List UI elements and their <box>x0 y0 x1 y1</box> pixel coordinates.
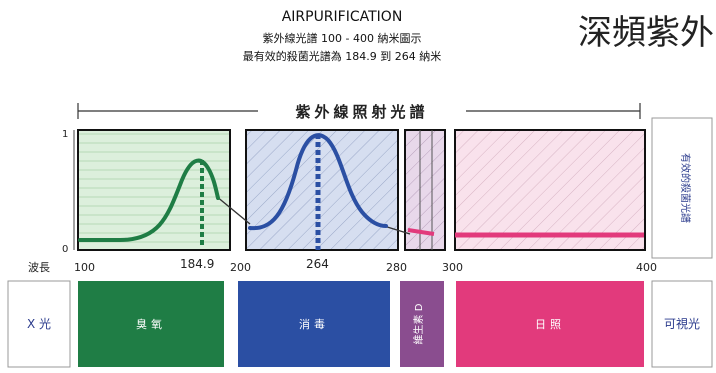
tick-200: 200 <box>230 261 251 274</box>
tick-300: 300 <box>442 261 463 274</box>
band-xray-label: X 光 <box>27 317 51 331</box>
band-sunlight <box>456 281 644 367</box>
band-visible-label: 可視光 <box>664 316 700 331</box>
tick-400: 400 <box>636 261 657 274</box>
connector-disinfect-vitamin-d <box>383 225 411 235</box>
effective-spectrum-label: 有效的殺菌光譜 <box>679 153 692 223</box>
title: AIRPURIFICATION <box>282 9 403 25</box>
wavelength-axis-label: 波長 <box>28 261 50 274</box>
subtitle-effective: 最有效的殺菌光譜為 184.9 到 264 納米 <box>243 49 441 63</box>
tick-100: 100 <box>74 261 95 274</box>
vitamin-d-curve <box>407 228 435 236</box>
panel-sunlight <box>454 129 646 251</box>
bracket-label: 紫外線照射光譜 <box>295 103 428 121</box>
effective-spectrum-panel <box>651 117 713 259</box>
tick-280: 280 <box>386 261 407 274</box>
y-axis-max: 1 <box>62 129 68 140</box>
subtitle-range: 紫外線光譜 100 - 400 納米圖示 <box>263 31 422 45</box>
band-xray <box>7 280 71 368</box>
band-disinfect-label: 消毒 <box>299 317 329 331</box>
tick-264: 264 <box>306 257 329 271</box>
y-axis-min: 0 <box>62 244 68 255</box>
band-vitamin-d-label: 維生素 D <box>412 303 425 344</box>
connector-ozone-disinfect <box>215 195 251 225</box>
band-disinfect <box>238 281 390 367</box>
disinfect-curve <box>248 133 388 231</box>
band-sunlight-label: 日照 <box>535 318 565 331</box>
band-ozone <box>78 281 224 367</box>
panel-disinfect <box>245 129 399 251</box>
band-visible <box>651 280 713 368</box>
band-ozone-label: 臭氧 <box>136 317 166 331</box>
corner-caption: 深頻紫外 <box>578 13 714 53</box>
ozone-curve <box>78 158 220 242</box>
tick-184-9: 184.9 <box>180 257 214 271</box>
band-vitamin-d <box>400 281 444 367</box>
